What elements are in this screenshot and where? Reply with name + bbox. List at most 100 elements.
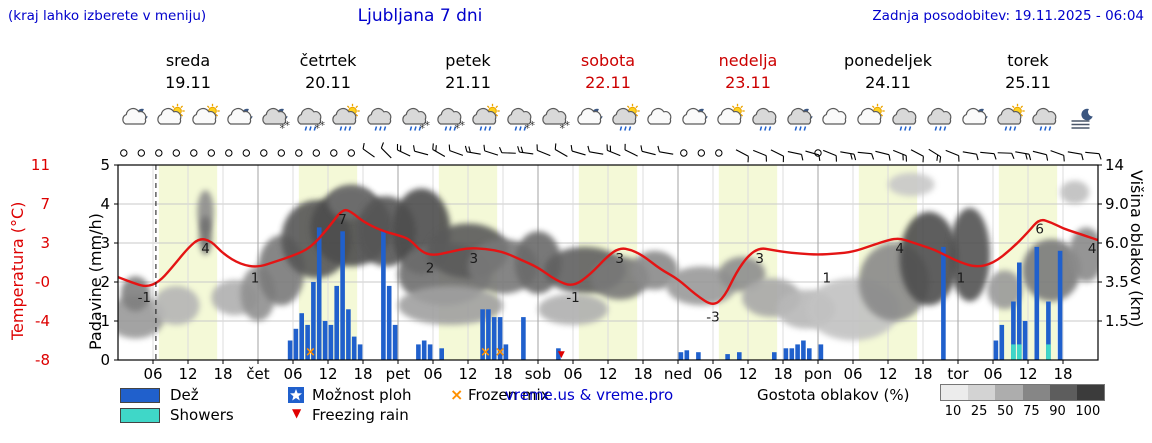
- svg-text:-3: -3: [706, 309, 719, 325]
- weather-icon-moon-cloud: [682, 107, 708, 125]
- wind-barb-icon: [536, 144, 551, 157]
- wind-barb-icon: [980, 151, 997, 160]
- weather-icon-cloud-rain-snow: * *: [297, 107, 326, 135]
- svg-text:×: ×: [305, 345, 316, 360]
- weather-icon-cloud-rain: [927, 107, 952, 131]
- calm-wind-icon: [277, 149, 285, 157]
- svg-text:*: *: [455, 122, 461, 135]
- weather-icon-sun-cloud-rain: [997, 103, 1025, 131]
- cloud-height-axis-label: Višina oblakov (km): [1127, 170, 1146, 328]
- svg-text:*: *: [420, 122, 426, 135]
- wind-barb-icon: [570, 145, 586, 156]
- svg-text:četrtek: četrtek: [300, 51, 358, 70]
- temperature-value-labels: -1 4 1 7 2 3 -1 3 -3 3 1 4 1 6 4: [138, 212, 1097, 326]
- weather-icon-sun-cloud: [717, 103, 745, 125]
- calm-wind-icon: [260, 149, 268, 157]
- density-cell: [968, 385, 996, 400]
- wind-barb-icon: [805, 150, 821, 161]
- legend: Dež Showers Možnost ploh ▼ Freezing rain…: [0, 383, 1152, 443]
- precip-type-markers: × × × ▼: [305, 345, 565, 360]
- calm-wind-icon: [814, 149, 822, 157]
- wind-barb-icon: [362, 142, 375, 158]
- wind-barb-icon: [962, 151, 979, 161]
- svg-text:7: 7: [40, 195, 50, 213]
- calm-wind-icon: [172, 149, 181, 157]
- svg-text:12: 12: [1018, 365, 1037, 383]
- site-link[interactable]: vreme.us & vreme.pro: [505, 386, 674, 404]
- density-cell: [1076, 385, 1105, 400]
- svg-text:*: *: [565, 119, 571, 132]
- wind-barb-icon: [464, 145, 481, 155]
- weather-icon-cloud-rain-snow: * *: [402, 107, 431, 135]
- svg-text:4: 4: [100, 195, 110, 213]
- weather-icon-cloud-rain: [1032, 107, 1057, 131]
- svg-text:6.0: 6.0: [1105, 234, 1129, 252]
- weather-icon-cloud-rain-snow: * *: [437, 107, 466, 135]
- calm-wind-icon: [680, 149, 688, 157]
- wind-barb-icon: [735, 149, 749, 163]
- wind-barb-icon: [517, 146, 534, 155]
- density-cell: [995, 385, 1023, 400]
- svg-text:18: 18: [493, 365, 512, 383]
- weather-icon-moon-fog: [1071, 108, 1093, 129]
- wind-barb-icon: [875, 150, 891, 161]
- cloud-layers: [118, 172, 1098, 341]
- svg-text:18: 18: [1053, 365, 1072, 383]
- svg-text:2: 2: [100, 273, 110, 291]
- wind-barb-icon: [587, 145, 604, 155]
- weather-icon-cloud-rain: [752, 107, 777, 131]
- temperature-line: [118, 208, 1098, 305]
- density-cell: [1022, 385, 1050, 400]
- svg-text:12: 12: [598, 365, 617, 383]
- weather-icon-moon-cloud-rain: [787, 107, 813, 131]
- svg-text:4: 4: [201, 241, 210, 257]
- svg-text:1: 1: [251, 270, 260, 286]
- weather-icon-sun-cloud-rain: [332, 103, 360, 131]
- precipitation-axis-label: Padavine (mm/h): [86, 213, 105, 350]
- calm-wind-icon: [242, 149, 251, 157]
- svg-text:2: 2: [426, 261, 435, 277]
- svg-text:06: 06: [843, 365, 862, 383]
- svg-text:5: 5: [100, 156, 110, 174]
- wind-barb-icon: [997, 152, 1015, 160]
- svg-text:23.11: 23.11: [725, 73, 771, 92]
- density-cell: [1049, 385, 1077, 400]
- svg-text:3: 3: [40, 234, 50, 252]
- density-tick-label: 75: [1023, 404, 1040, 419]
- weather-icon-sun-cloud: [857, 103, 885, 125]
- svg-text:*: *: [315, 122, 321, 135]
- calm-wind-icon: [697, 149, 705, 157]
- calm-wind-icon: [715, 149, 723, 157]
- wind-barb-icon: [432, 143, 446, 157]
- svg-text:-4: -4: [35, 312, 50, 330]
- calm-wind-icon: [207, 149, 216, 157]
- svg-text:24.11: 24.11: [865, 73, 911, 92]
- svg-text:21.11: 21.11: [445, 73, 491, 92]
- page-title: Ljubljana 7 dni: [357, 6, 483, 26]
- wind-barb-icon: [840, 151, 857, 161]
- svg-text:sob: sob: [525, 365, 552, 383]
- weather-icon-cloud-rain-snow: * *: [507, 107, 536, 135]
- legend-frozen-label: Frozen mix: [468, 386, 550, 404]
- weather-icon-moon-cloud: [227, 107, 253, 125]
- svg-text:22.11: 22.11: [585, 73, 631, 92]
- wind-barb-icon: [1085, 151, 1102, 160]
- svg-text:06: 06: [143, 365, 162, 383]
- wind-barb-icon: [448, 144, 464, 156]
- svg-text:*: *: [285, 119, 291, 132]
- svg-text:-0: -0: [35, 273, 50, 291]
- legend-freezing-label: Freezing rain: [312, 406, 409, 424]
- temperature-axis-label: Temperatura (°C): [8, 201, 27, 340]
- precipitation-bars: [287, 227, 1063, 360]
- svg-text:nedelja: nedelja: [719, 51, 778, 70]
- calm-wind-icon: [225, 149, 233, 157]
- density-tick-label: 90: [1049, 404, 1066, 419]
- legend-rain-label: Dež: [170, 386, 199, 404]
- cloud-density-label: Gostota oblakov (%): [757, 386, 910, 404]
- svg-text:06: 06: [563, 365, 582, 383]
- cloud-density-gradient: [940, 384, 1105, 401]
- svg-text:*: *: [530, 119, 536, 132]
- svg-text:12: 12: [318, 365, 337, 383]
- chance-of-showers-icon: [288, 387, 304, 407]
- calm-wind-icon: [312, 149, 320, 157]
